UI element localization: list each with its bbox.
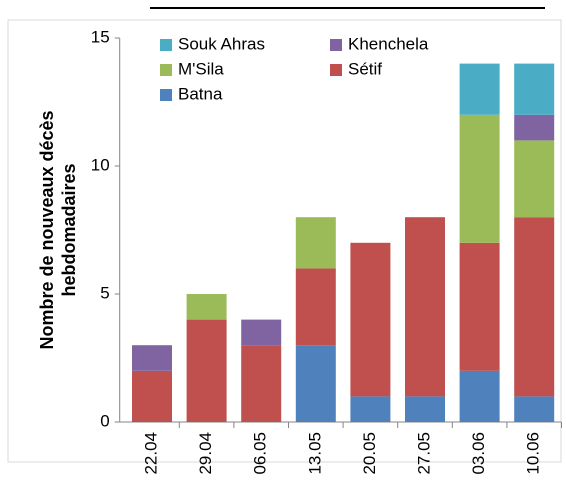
bar-segment [186,294,227,320]
bar-segment [514,63,555,115]
bar-segment [186,319,227,422]
legend-label: Batna [178,84,223,103]
bar-segment [459,242,500,371]
legend-label: Sétif [348,59,382,78]
x-tick-label: 27.05 [414,432,433,475]
bar-segment [514,396,555,422]
bar-segment [132,345,172,371]
x-tick-label: 06.05 [251,432,270,475]
y-tick-label: 0 [100,411,109,430]
bar-segment [459,114,500,243]
legend-label: Souk Ahras [178,34,265,53]
legend-label: Khenchela [348,34,429,53]
bar-segment [241,319,282,346]
y-axis-label: Nombre de nouveaux décès [37,110,57,349]
legend-swatch [330,64,342,76]
bar-segment [350,242,391,397]
x-tick-label: 10.06 [524,432,543,475]
bar-segment [132,370,172,422]
x-tick-label: 29.04 [196,432,215,475]
bar-segment [459,63,500,115]
x-tick-label: 22.04 [141,432,160,475]
bar-segment [350,396,391,422]
legend-label: M'Sila [178,59,224,78]
x-tick-label: 13.05 [305,432,324,475]
y-tick-label: 15 [91,27,110,46]
bar-segment [295,217,336,269]
bar-segment [514,217,555,397]
x-tick-label: 03.06 [469,432,488,475]
bar-segment [459,370,500,422]
legend-swatch [160,64,172,76]
bar-segment [405,217,445,397]
y-tick-label: 10 [91,155,110,174]
legend-swatch [330,39,342,51]
bar-segment [514,140,555,218]
legend-swatch [160,89,172,101]
y-tick-label: 5 [100,283,109,302]
legend-swatch [160,39,172,51]
bar-segment [295,268,336,346]
bar-segment [405,396,445,422]
bar-segment [241,345,282,422]
bar-segment [514,114,555,141]
chart-frame [7,19,562,463]
bar-segment [295,345,336,422]
x-tick-label: 20.05 [360,432,379,475]
y-axis-label: hebdomadaires [59,163,79,296]
